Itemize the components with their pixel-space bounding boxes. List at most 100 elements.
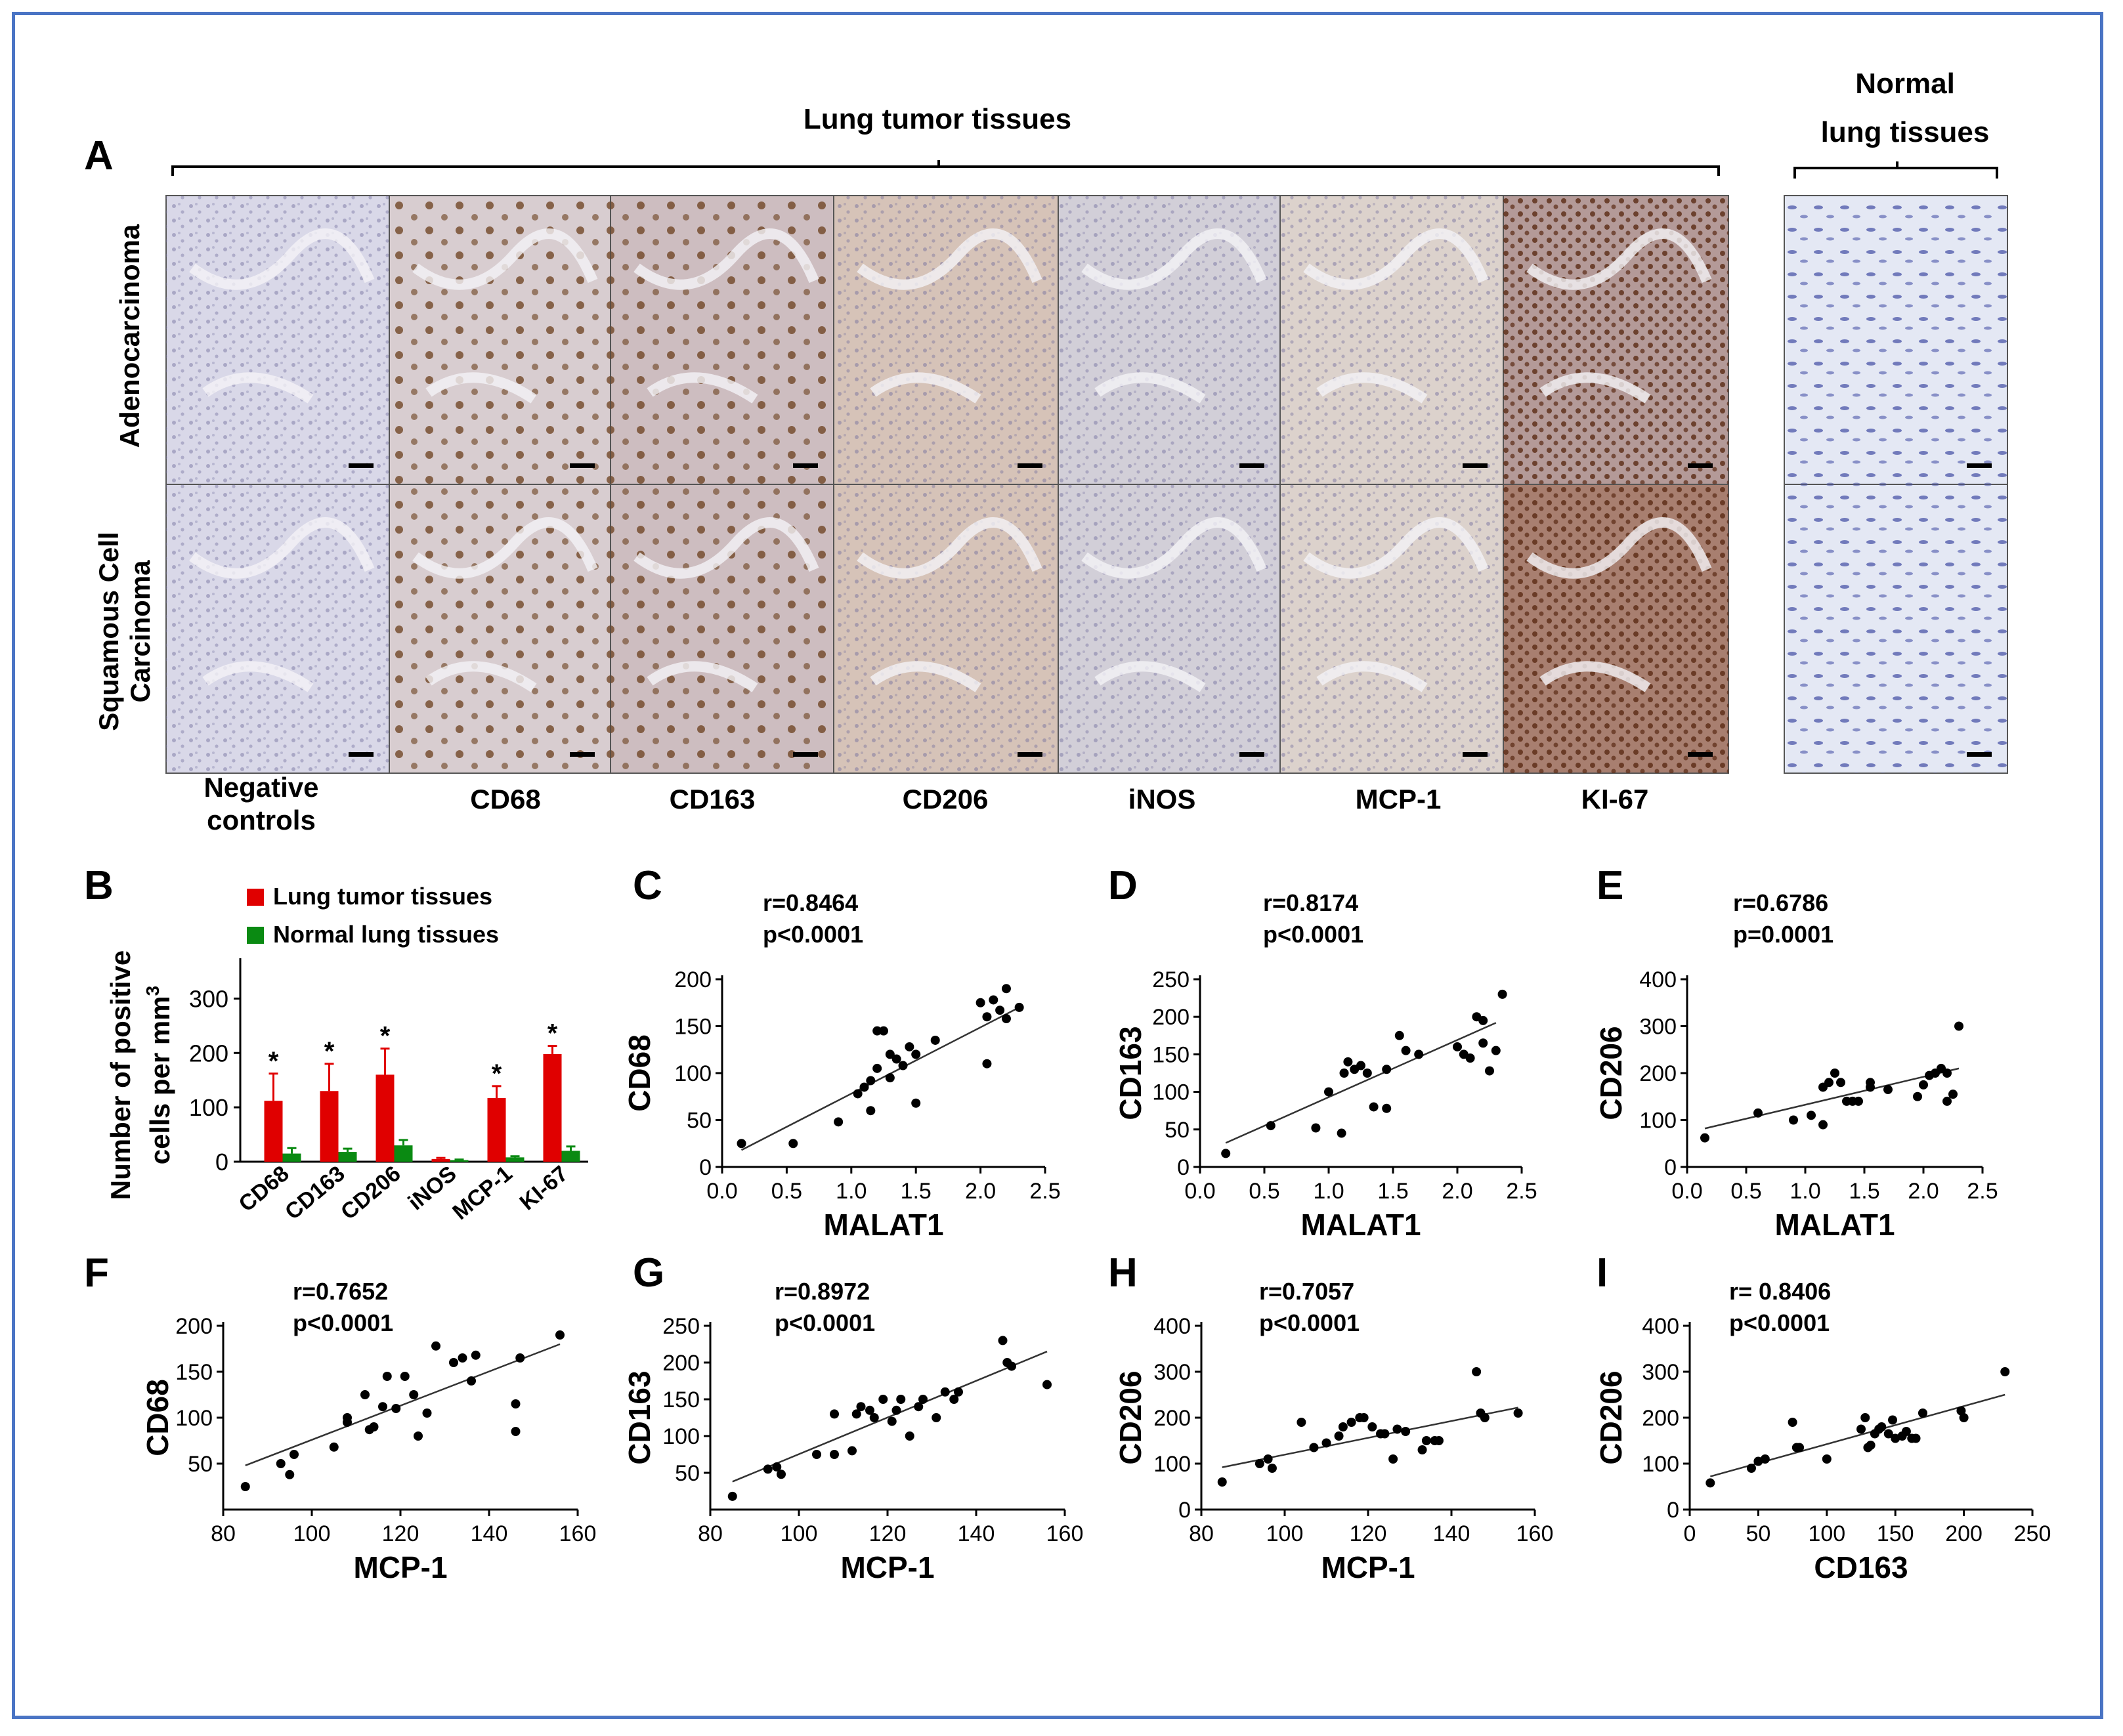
panel-f-fit-line [245,1343,561,1466]
panel-h-data-point [1367,1422,1377,1431]
panel-e-y-tick-label: 400 [1639,967,1677,992]
b-x-tick-label: CD163 [280,1161,350,1225]
row-label-squamous-line1: Squamous Cell [93,532,124,730]
scale-bar [570,463,595,468]
panel-c-data-point [982,1059,992,1069]
panel-d-data-point [1485,1066,1494,1076]
panel-c-x-tick-label: 1.0 [836,1179,867,1204]
panel-c-data-point [911,1049,921,1059]
panel-g-data-point [869,1413,879,1422]
panel-i-data-point [1760,1454,1770,1464]
panel-c-x-tick-label: 2.5 [1029,1179,1060,1204]
panel-d-r-value: r=0.8174 [1263,889,1358,916]
panel-h-data-point [1346,1418,1356,1427]
panel-g-y-tick-label: 50 [675,1461,700,1486]
panel-i-x-tick-label: 100 [1808,1521,1845,1546]
row-label-adenocarcinoma: Adenocarcinoma [114,224,145,448]
panel-h-data-point [1380,1429,1390,1439]
scale-bar [349,463,374,468]
panel-c-data-point [872,1026,882,1036]
panel-g-letter: G [633,1250,664,1296]
panel-c-y-tick-label: 50 [687,1109,712,1133]
panel-h-data-point [1480,1413,1490,1422]
ihc-tile-adenocarcinoma-mcp1-texture [1280,196,1503,484]
panel-d-data-point [1324,1087,1333,1097]
bar-tumor-MCP-1 [487,1098,506,1162]
panel-h-x-tick-label: 80 [1189,1521,1214,1546]
panel-e-x-tick-label: 2.0 [1908,1179,1939,1204]
panel-i-x-tick-label: 250 [2014,1521,2051,1546]
panel-e-data-point [1807,1111,1816,1120]
panel-c-data-point [859,1082,869,1092]
normal-header-bracket [1793,161,1998,179]
panel-c-data-point [891,1054,901,1064]
ihc-tile-squamous-cd68-lumen [412,517,598,692]
b-ylabel-line2-text: cells per mm [144,996,175,1164]
panel-g-r-value: r=0.8972 [775,1278,870,1305]
panel-e-data-point [1866,1078,1875,1088]
scale-bar [1463,463,1488,468]
significance-star: * [492,1059,502,1088]
panel-g-data-point [918,1395,928,1404]
scale-bar [1239,752,1264,757]
panel-d-data-point [1311,1123,1321,1133]
panel-g-data-point [763,1464,773,1474]
scale-bar [1967,463,1992,468]
scale-bar [1688,752,1713,757]
panel-i-data-point [1788,1418,1797,1427]
panel-h-data-point [1263,1454,1273,1464]
panel-d-data-point [1369,1102,1379,1112]
panel-f-data-point [511,1427,521,1436]
col-label-negative-line2: controls [207,805,316,836]
ihc-tile-adenocarcinoma-inos-lumen [1081,228,1267,404]
bar-tumor-CD206 [375,1074,395,1162]
panel-i-data-point [1959,1413,1969,1422]
panel-g-data-point [830,1450,839,1459]
ihc-tile-adenocarcinoma-cd206-lumen [857,228,1042,404]
panel-g-data-point [891,1405,901,1415]
panel-c-data-point [885,1049,895,1059]
panel-i-x-label: CD163 [1814,1550,1908,1584]
ihc-tile-adenocarcinoma-inos-texture [1058,196,1280,484]
panel-g-x-tick-label: 80 [698,1521,723,1546]
ihc-tile-adenocarcinoma-cd206-texture [834,196,1058,484]
panel-d-data-point [1343,1057,1353,1067]
panel-i-data-point [1705,1478,1715,1488]
panel-g-x-tick-label: 140 [958,1521,995,1546]
panel-g-data-point [914,1402,924,1412]
panel-h-data-point [1513,1408,1523,1418]
panel-f-x-tick-label: 140 [471,1521,508,1546]
panel-i-data-point [1956,1406,1966,1416]
panel-f-data-point [343,1418,352,1427]
panel-f-data-point [431,1341,440,1351]
panel-i-data-point [1883,1429,1893,1439]
panel-e-data-point [1913,1091,1922,1101]
b-x-tick-label: CD206 [336,1161,406,1225]
panel-letter-b: B [84,863,114,908]
panel-g-y-label: CD163 [622,1370,656,1464]
panel-i-letter: I [1597,1250,1608,1296]
panel-g-data-point [865,1405,874,1415]
panel-d-data-point [1382,1065,1392,1074]
panel-c-data-point [879,1026,888,1036]
panel-h-data-point [1434,1436,1444,1445]
ihc-tile-squamous-inos-lumen [1081,517,1267,692]
panel-i-y-tick-label: 300 [1642,1360,1679,1385]
panel-d-data-point [1394,1030,1404,1040]
panel-h-x-tick-label: 120 [1350,1521,1387,1546]
panel-g-data-point [856,1402,866,1412]
ihc-tile-adenocarcinoma-cd163-lumen [633,228,819,404]
panel-d-data-point [1491,1046,1501,1055]
panel-i-data-point [1901,1427,1911,1436]
ihc-image-grid [165,195,2008,774]
panel-f-data-point [449,1358,458,1367]
panel-e-data-point [1948,1090,1958,1099]
panel-h-y-tick-label: 200 [1153,1406,1191,1431]
panel-f-data-point [458,1353,467,1363]
panel-c-data-point [911,1098,921,1108]
significance-star: * [547,1019,558,1048]
panel-c-data-point [1001,1014,1011,1024]
panel-f-data-point [409,1390,419,1399]
panel-c-data-point [834,1117,844,1127]
